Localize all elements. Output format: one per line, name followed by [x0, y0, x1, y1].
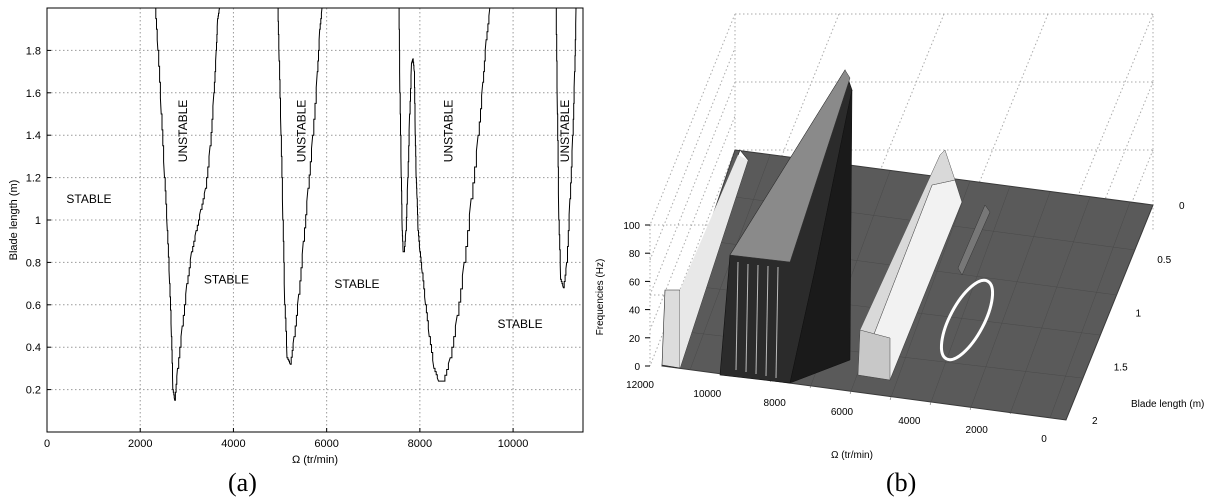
- panel-a-y-ticks: 0.2 0.4 0.6 0.8 1 1.2 1.4 1.6 1.8: [26, 45, 51, 397]
- panel-b-ridge-4: [957, 204, 991, 276]
- panel-a-x-tick-label: 10000: [498, 438, 529, 450]
- panel-b-x-ticks: 12000 10000 8000 6000 4000 2000 0: [626, 380, 1047, 445]
- panel-a-stability-lobes: [155, 7, 577, 401]
- panel-b-y-ticks: 0 0.5 1 1.5 2: [1092, 201, 1185, 427]
- panel-a-region-label: UNSTABLE: [441, 100, 455, 162]
- panel-b-ridge-2: [719, 69, 853, 384]
- panel-a-chart: STABLE STABLE STABLE STABLE UNSTABLE UNSTABLE…: [8, 7, 584, 466]
- panel-b-caption: (b): [886, 468, 917, 497]
- panel-b-y-tick-label: 1.5: [1114, 362, 1128, 373]
- panel-b-x-tick-label: 0: [1041, 434, 1047, 445]
- panel-a-lobe-boundary: [414, 7, 491, 382]
- panel-a-region-label: STABLE: [204, 273, 249, 287]
- panel-b-y-tick-label: 0: [1179, 201, 1185, 212]
- panel-a-region-label: STABLE: [66, 192, 111, 206]
- panel-b-y-tick-label: 1: [1136, 309, 1142, 320]
- panel-a-x-ticks: 0 2000 4000 6000 8000 10000: [44, 428, 528, 450]
- panel-a-lobe-boundary: [555, 7, 577, 289]
- panel-b-x-tick-label: 2000: [966, 425, 989, 436]
- panel-b-x-tick-label: 6000: [831, 407, 854, 418]
- panel-b-z-tick-label: 60: [629, 277, 641, 288]
- panel-a-region-label: STABLE: [334, 277, 379, 291]
- panel-b-y-tick-label: 0.5: [1157, 255, 1171, 266]
- panel-a-x-tick-label: 4000: [221, 438, 245, 450]
- panel-a-lobe-boundary: [277, 7, 323, 365]
- panel-a-region-label: UNSTABLE: [295, 100, 309, 162]
- panel-a-y-axis-label: Blade length (m): [8, 180, 20, 261]
- panel-a-y-tick-label: 1.2: [26, 173, 41, 185]
- panel-a-y-tick-label: 1: [35, 215, 41, 227]
- panel-b-x-tick-label: 8000: [764, 398, 787, 409]
- panel-a-grid: [47, 8, 583, 432]
- panel-a-caption: (a): [228, 468, 257, 497]
- panel-b-z-tick-label: 100: [623, 221, 640, 232]
- panel-a-y-tick-label: 1.8: [26, 45, 41, 57]
- panel-a-lobe-boundary: [398, 7, 415, 253]
- panel-b-x-tick-label: 4000: [898, 416, 921, 427]
- panel-b-ridge-1: [661, 149, 749, 369]
- panel-b-x-axis-label: Ω (tr/min): [831, 450, 873, 461]
- panel-b-x-tick-label: 12000: [626, 380, 654, 391]
- panel-a-y-tick-label: 1.4: [26, 130, 41, 142]
- panel-a-y-tick-label: 0.8: [26, 257, 41, 269]
- panel-a-y-tick-label: 0.6: [26, 300, 41, 312]
- panel-b-x-tick-label: 10000: [693, 389, 721, 400]
- panel-b-ridge-3: [857, 149, 963, 381]
- panel-a-region-label: UNSTABLE: [176, 100, 190, 162]
- panel-b-z-tick-label: 0: [634, 362, 640, 373]
- panel-b-y-axis-label: Blade length (m): [1131, 399, 1204, 410]
- panel-a-x-axis-label: Ω (tr/min): [292, 454, 338, 466]
- panel-b-highlight-ellipse: [939, 278, 995, 362]
- panel-b-z-tick-label: 20: [629, 334, 641, 345]
- panel-a-y-tick-label: 0.2: [26, 385, 41, 397]
- panel-b-z-ticks: 0 20 40 60 80 100: [623, 221, 650, 373]
- panel-b-z-axis-label: Frequencies (Hz): [595, 259, 606, 336]
- panel-a-y-tick-label: 0.4: [26, 342, 41, 354]
- panel-b-z-tick-label: 80: [629, 249, 641, 260]
- panel-b-y-tick-label: 2: [1092, 416, 1098, 427]
- panel-a-x-tick-label: 0: [44, 438, 50, 450]
- panel-a-x-tick-label: 2000: [128, 438, 152, 450]
- panel-a-x-tick-label: 6000: [314, 438, 338, 450]
- panel-a-region-label: UNSTABLE: [558, 100, 572, 162]
- panel-a-lobe-boundary: [155, 7, 220, 401]
- panel-b-z-tick-label: 40: [629, 306, 641, 317]
- panel-a-region-label: STABLE: [498, 317, 543, 331]
- panel-a-region-labels: STABLE STABLE STABLE STABLE UNSTABLE UNSTABLE…: [66, 100, 572, 331]
- panel-a-y-tick-label: 1.6: [26, 88, 41, 100]
- panel-a-x-tick-label: 8000: [408, 438, 432, 450]
